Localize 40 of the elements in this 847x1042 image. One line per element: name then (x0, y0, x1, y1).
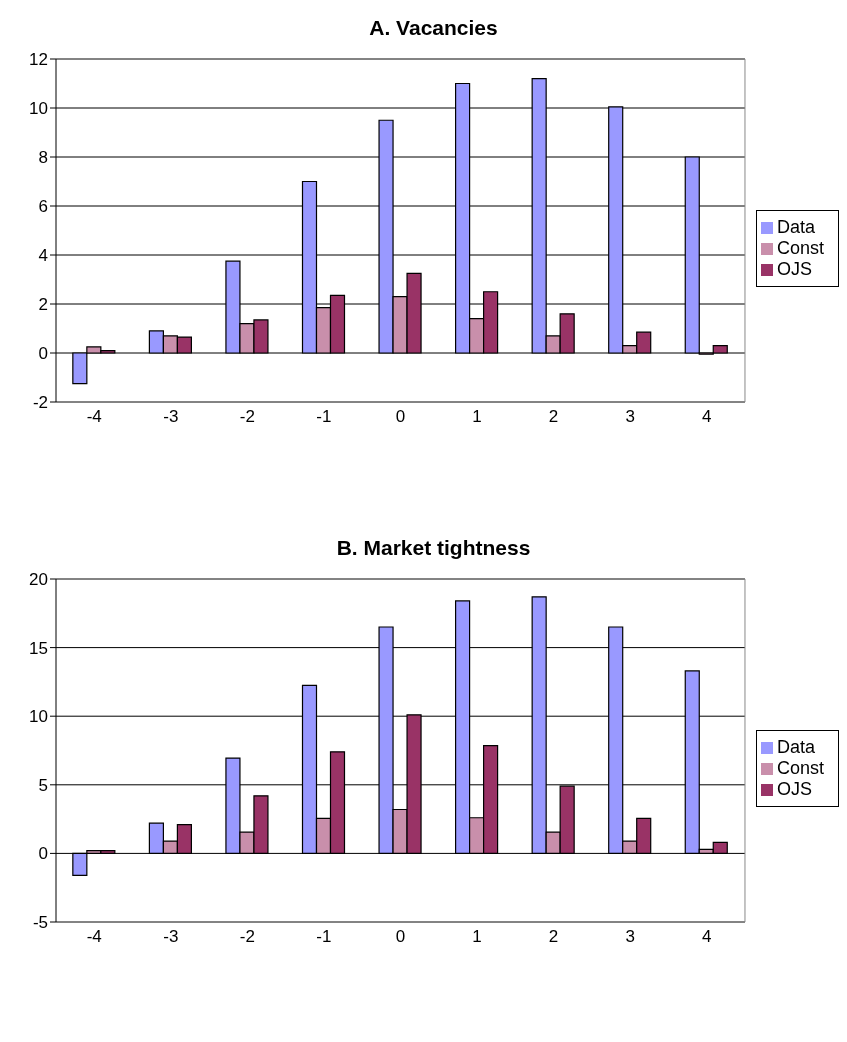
x-tick-label: -1 (316, 407, 332, 427)
y-tick-label: 15 (29, 638, 48, 658)
x-tick-label: -3 (163, 927, 179, 947)
x-tick-label: 2 (548, 407, 559, 427)
x-tick-label: 3 (625, 407, 635, 427)
y-tick-label: 5 (38, 775, 48, 795)
legend-label: OJS (776, 258, 812, 279)
x-tick-label: 0 (395, 927, 406, 947)
legend-label: Data (776, 736, 815, 757)
legend-label: OJS (776, 778, 812, 799)
y-tick-label: 20 (29, 570, 48, 590)
x-tick-label: 4 (701, 407, 712, 427)
chart-title: A. Vacancies (368, 15, 499, 41)
y-tick-label: -5 (32, 913, 48, 933)
x-tick-label: -1 (316, 927, 332, 947)
x-tick-label: -2 (239, 407, 255, 427)
legend-label: Data (776, 216, 815, 237)
y-tick-label: 6 (38, 197, 48, 217)
y-tick-label: -2 (32, 393, 48, 413)
x-tick-label: 2 (548, 927, 559, 947)
y-tick-label: 0 (38, 344, 48, 364)
y-tick-label: 2 (38, 295, 48, 315)
x-tick-label: -4 (86, 927, 102, 947)
x-tick-label: 1 (472, 407, 482, 427)
chart-title: B. Market tightness (335, 535, 532, 561)
y-tick-label: 10 (29, 99, 48, 119)
y-tick-label: 12 (29, 50, 48, 70)
x-tick-label: 3 (625, 927, 635, 947)
legend-label: Const (776, 757, 824, 778)
y-tick-label: 10 (29, 707, 48, 727)
x-tick-label: 4 (701, 927, 712, 947)
x-tick-label: -4 (86, 407, 102, 427)
y-tick-label: 8 (38, 148, 48, 168)
y-tick-label: 4 (38, 246, 48, 266)
y-tick-label: 0 (38, 844, 48, 864)
x-tick-label: 1 (472, 927, 482, 947)
x-tick-label: 0 (395, 407, 406, 427)
x-tick-label: -2 (239, 927, 255, 947)
legend-label: Const (776, 237, 824, 258)
x-tick-label: -3 (163, 407, 179, 427)
